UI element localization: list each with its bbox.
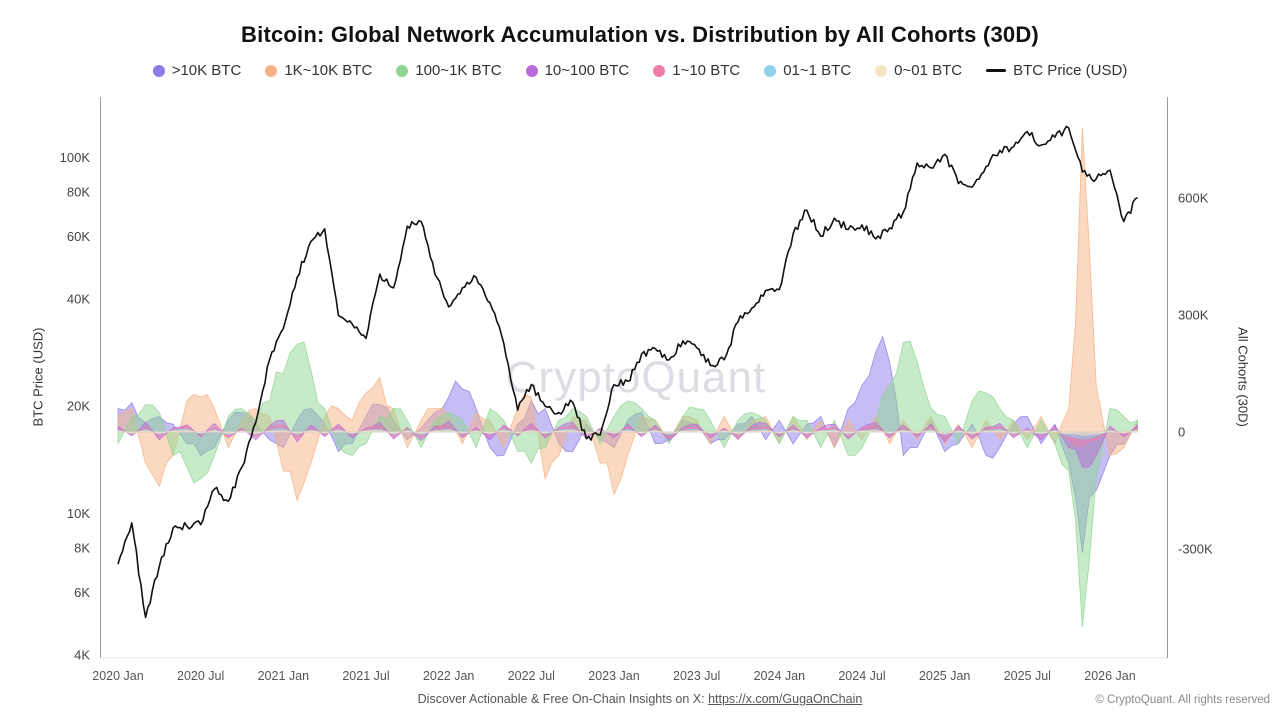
x-axis-tick-label: 2021 Jul <box>342 669 389 683</box>
legend-color-dot-icon <box>875 64 888 77</box>
legend-item-label: 1~10 BTC <box>672 62 741 79</box>
x-axis-tick-label: 2024 Jan <box>754 669 805 683</box>
footer-insights: Discover Actionable & Free On-Chain Insi… <box>0 692 1280 706</box>
right-axis-tick-label: 0 <box>1178 425 1185 440</box>
area-series-0-01-btc <box>117 429 1138 436</box>
left-axis-tick-label: 40K <box>67 292 90 307</box>
x-axis-tick-label: 2023 Jul <box>673 669 720 683</box>
legend-item-0-01-btc[interactable]: 0~01 BTC <box>875 62 962 79</box>
legend-item-label: 0~01 BTC <box>894 62 963 79</box>
legend-color-dot-icon <box>764 64 777 77</box>
x-axis-tick-label: 2026 Jan <box>1084 669 1135 683</box>
footer-insights-link[interactable]: https://x.com/GugaOnChain <box>708 692 863 706</box>
legend-item-label: 100~1K BTC <box>415 62 502 79</box>
x-axis-tick-label: 2025 Jul <box>1004 669 1051 683</box>
legend-item-10-100-btc[interactable]: 10~100 BTC <box>525 62 630 79</box>
x-axis-tick-label: 2023 Jan <box>588 669 639 683</box>
legend-item-1k-10k-btc[interactable]: 1K~10K BTC <box>265 62 372 79</box>
legend-color-dot-icon <box>396 64 409 77</box>
x-axis-tick-label: 2022 Jan <box>423 669 474 683</box>
x-axis-tick-label: 2020 Jul <box>177 669 224 683</box>
chart-title: Bitcoin: Global Network Accumulation vs.… <box>241 22 1039 47</box>
footer-copyright: © CryptoQuant. All rights reserved <box>1095 694 1270 706</box>
left-axis-tick-label: 10K <box>67 506 90 521</box>
legend-item-01-1-btc[interactable]: 01~1 BTC <box>764 62 851 79</box>
left-axis-tick-label: 60K <box>67 229 90 244</box>
right-axis-tick-label: 600K <box>1178 191 1209 206</box>
legend-color-dot-icon <box>653 64 666 77</box>
right-axis-tick-label: 300K <box>1178 308 1209 323</box>
right-axis-tick-label: -300K <box>1178 542 1213 557</box>
x-axis-tick-label: 2022 Jul <box>508 669 555 683</box>
area-series-1k-10k-btc <box>117 127 1138 502</box>
left-axis-tick-label: 100K <box>60 150 91 165</box>
legend-item-label: 1K~10K BTC <box>284 62 373 79</box>
legend-item-10k-btc[interactable]: >10K BTC <box>152 62 242 79</box>
legend-item-label: 10~100 BTC <box>544 62 630 79</box>
left-axis-tick-label: 8K <box>74 540 90 555</box>
legend-item-btc-price-usd[interactable]: BTC Price (USD) <box>986 62 1127 79</box>
watermark: CryptoQuant <box>505 353 767 402</box>
legend-item-label: BTC Price (USD) <box>1013 62 1128 79</box>
legend-color-dot-icon <box>265 64 278 77</box>
legend-item-label: >10K BTC <box>171 62 242 79</box>
btc-price-line <box>117 125 1138 619</box>
legend-color-dot-icon <box>152 64 165 77</box>
footer-insights-text: Discover Actionable & Free On-Chain Insi… <box>417 692 709 706</box>
left-axis-tick-label: 4K <box>74 648 90 663</box>
chart-legend: >10K BTC 1K~10K BTC 100~1K BTC 10~100 BTC 1~… <box>0 62 1280 79</box>
x-axis-tick-label: 2020 Jan <box>92 669 143 683</box>
x-axis-tick-label: 2021 Jan <box>258 669 309 683</box>
left-axis-tick-label: 80K <box>67 184 90 199</box>
legend-line-marker-icon <box>986 69 1007 72</box>
left-axis-tick-label: 20K <box>67 399 90 414</box>
x-axis-tick-label: 2024 Jul <box>838 669 885 683</box>
legend-color-dot-icon <box>525 64 538 77</box>
legend-item-100-1k-btc[interactable]: 100~1K BTC <box>396 62 502 79</box>
legend-item-1-10-btc[interactable]: 1~10 BTC <box>653 62 740 79</box>
left-axis-tick-label: 6K <box>74 585 90 600</box>
area-series-100-1k-btc <box>117 340 1138 628</box>
legend-item-label: 01~1 BTC <box>783 62 852 79</box>
x-axis-tick-label: 2025 Jan <box>919 669 970 683</box>
